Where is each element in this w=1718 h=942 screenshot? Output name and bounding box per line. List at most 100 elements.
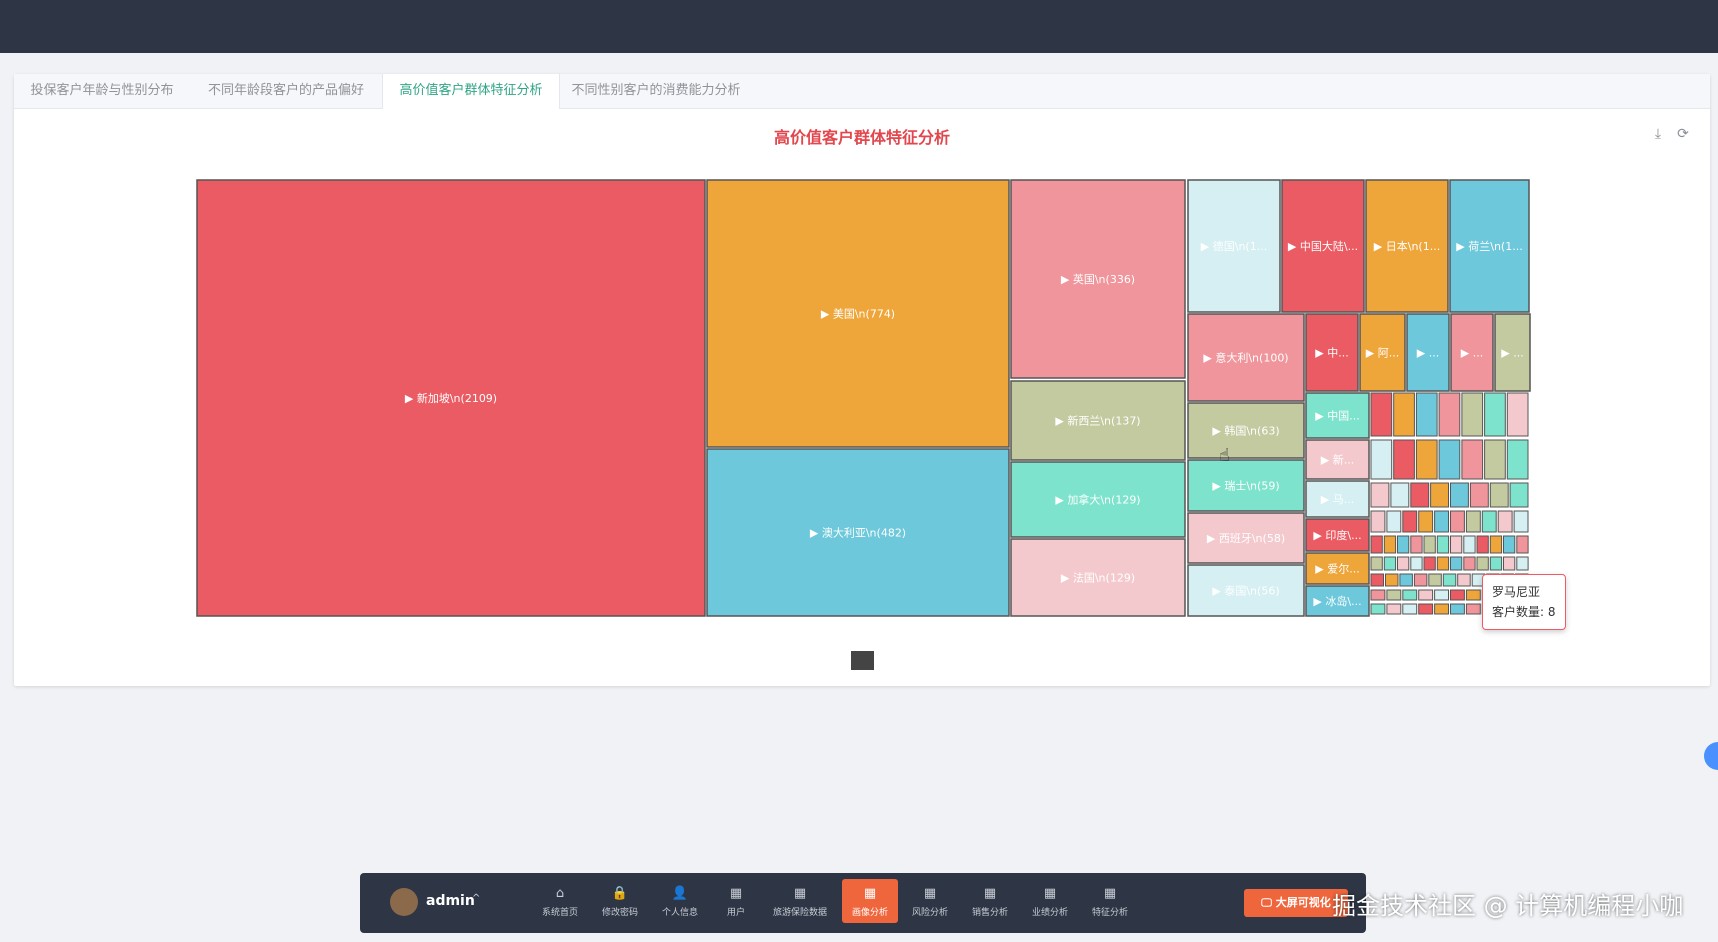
- treemap-small-tile[interactable]: [1430, 482, 1449, 508]
- treemap-small-tile[interactable]: [1436, 556, 1450, 571]
- treemap-small-tile[interactable]: [1386, 510, 1402, 533]
- treemap-small-tile[interactable]: [1434, 603, 1449, 615]
- treemap-tile-rect[interactable]: [1010, 179, 1186, 379]
- treemap-small-tile[interactable]: [1516, 556, 1529, 571]
- treemap-tile-rect[interactable]: [1305, 480, 1370, 518]
- dock-item-9[interactable]: ▦ 特征分析: [1082, 879, 1138, 923]
- big-screen-button[interactable]: 🖵 大屏可视化: [1244, 889, 1348, 917]
- treemap-tile-rect[interactable]: [1406, 313, 1450, 392]
- treemap-small-tile[interactable]: [1513, 510, 1529, 533]
- treemap-small-tile[interactable]: [1469, 482, 1489, 508]
- treemap-tile-rect[interactable]: [1450, 313, 1494, 392]
- treemap-small-tile[interactable]: [1415, 392, 1438, 437]
- treemap-small-tile[interactable]: [1393, 439, 1415, 480]
- treemap-tile-rect[interactable]: [706, 179, 1010, 448]
- treemap-tile[interactable]: ▶ 中国大陆\...: [1281, 179, 1365, 313]
- treemap-small-tile[interactable]: [1402, 510, 1418, 533]
- treemap-small-tile[interactable]: [1450, 482, 1469, 508]
- treemap-tile-rect[interactable]: [1494, 313, 1531, 392]
- treemap-tile-rect[interactable]: [1187, 179, 1281, 313]
- dock-item-8[interactable]: ▦ 业绩分析: [1022, 879, 1078, 923]
- treemap-small-tile[interactable]: [1418, 603, 1434, 615]
- dock-item-1[interactable]: 🔒 修改密码: [592, 879, 648, 923]
- treemap-tile[interactable]: ▶ ...: [1494, 313, 1531, 392]
- tab-product-preference[interactable]: 不同年龄段客户的产品偏好: [207, 83, 364, 98]
- treemap-small-tile[interactable]: [1436, 535, 1450, 554]
- treemap-small-tile[interactable]: [1402, 589, 1418, 601]
- treemap-small-tile[interactable]: [1465, 603, 1481, 615]
- treemap-small-tile[interactable]: [1476, 535, 1489, 554]
- treemap-small-tile[interactable]: [1434, 510, 1449, 533]
- treemap-small-tile[interactable]: [1370, 510, 1386, 533]
- refresh-icon[interactable]: ⟳: [1677, 126, 1689, 142]
- treemap-small-tile[interactable]: [1370, 535, 1383, 554]
- treemap-small-tile[interactable]: [1438, 439, 1461, 480]
- treemap-small-tile[interactable]: [1476, 556, 1489, 571]
- treemap-tile[interactable]: ▶ 阿...: [1359, 313, 1406, 392]
- treemap-small-tile[interactable]: [1461, 439, 1484, 480]
- treemap-tile-rect[interactable]: [1187, 564, 1305, 617]
- treemap-small-tile[interactable]: [1484, 439, 1506, 480]
- treemap-small-tile[interactable]: [1457, 573, 1471, 587]
- treemap-small-tile[interactable]: [1397, 535, 1410, 554]
- treemap-tile[interactable]: ▶ ...: [1450, 313, 1494, 392]
- treemap-small-tile[interactable]: [1370, 573, 1384, 587]
- treemap-tile[interactable]: ▶ 瑞士\n(59): [1187, 459, 1305, 512]
- treemap-tile-rect[interactable]: [1187, 459, 1305, 512]
- treemap-small-tile[interactable]: [1410, 535, 1423, 554]
- treemap-tile-rect[interactable]: [1010, 461, 1186, 538]
- treemap-tile-rect[interactable]: [1187, 402, 1305, 459]
- treemap-small-tile[interactable]: [1489, 535, 1503, 554]
- treemap-tile-rect[interactable]: [1305, 392, 1370, 439]
- tab-age-gender[interactable]: 投保客户年龄与性别分布: [30, 83, 174, 98]
- treemap-small-tile[interactable]: [1428, 573, 1442, 587]
- treemap-small-tile[interactable]: [1450, 603, 1465, 615]
- treemap-small-tile[interactable]: [1489, 556, 1503, 571]
- treemap-tile[interactable]: ▶ 泰国\n(56): [1187, 564, 1305, 617]
- treemap-tile[interactable]: ▶ 英国\n(336): [1010, 179, 1186, 379]
- treemap-small-tile[interactable]: [1489, 482, 1509, 508]
- treemap-small-tile[interactable]: [1450, 510, 1465, 533]
- treemap-small-tile[interactable]: [1385, 573, 1399, 587]
- treemap-small-tile[interactable]: [1497, 510, 1513, 533]
- treemap-tile-rect[interactable]: [1449, 179, 1530, 313]
- treemap-tile[interactable]: ▶ 法国\n(129): [1010, 538, 1186, 617]
- treemap-tile-rect[interactable]: [1187, 512, 1305, 564]
- treemap-small-tile[interactable]: [1423, 535, 1436, 554]
- treemap-tile-rect[interactable]: [1281, 179, 1365, 313]
- treemap-small-tile[interactable]: [1402, 603, 1418, 615]
- treemap-small-tile[interactable]: [1465, 510, 1481, 533]
- treemap-tile[interactable]: ▶ 新加坡\n(2109): [196, 179, 706, 617]
- treemap-tile-rect[interactable]: [1365, 179, 1449, 313]
- treemap-tile-rect[interactable]: [1305, 552, 1370, 585]
- treemap-tile-rect[interactable]: [1305, 439, 1370, 480]
- treemap-small-tile[interactable]: [1481, 510, 1497, 533]
- dock-item-5[interactable]: ▦ 画像分析: [842, 879, 898, 923]
- avatar[interactable]: [390, 888, 418, 916]
- treemap-tile[interactable]: ▶ 荷兰\n(1...: [1449, 179, 1530, 313]
- treemap-tile-rect[interactable]: [1010, 380, 1186, 461]
- treemap-small-tile[interactable]: [1397, 556, 1410, 571]
- treemap-tile[interactable]: ▶ 新西兰\n(137): [1010, 380, 1186, 461]
- treemap-small-tile[interactable]: [1390, 482, 1410, 508]
- treemap-tile[interactable]: ▶ 新...: [1305, 439, 1370, 480]
- download-icon[interactable]: ⤓: [1654, 126, 1662, 142]
- treemap-small-tile[interactable]: [1370, 482, 1390, 508]
- treemap-small-tile[interactable]: [1370, 439, 1393, 480]
- treemap-small-tile[interactable]: [1418, 589, 1434, 601]
- treemap-tile[interactable]: ▶ 日本\n(1...: [1365, 179, 1449, 313]
- treemap-small-tile[interactable]: [1370, 392, 1393, 437]
- dock-item-3[interactable]: ▦ 用户: [708, 879, 764, 923]
- treemap-small-tile[interactable]: [1516, 535, 1529, 554]
- treemap-small-tile[interactable]: [1503, 556, 1516, 571]
- dock-item-4[interactable]: ▦ 旅游保险数据: [772, 879, 828, 923]
- treemap-tile[interactable]: ▶ 中...: [1305, 313, 1359, 392]
- treemap-small-tile[interactable]: [1442, 573, 1457, 587]
- treemap-tile-rect[interactable]: [706, 448, 1010, 617]
- treemap-small-tile[interactable]: [1370, 556, 1383, 571]
- treemap-tile[interactable]: ▶ 冰岛\...: [1305, 585, 1370, 617]
- treemap-small-tile[interactable]: [1465, 589, 1481, 601]
- treemap-small-tile[interactable]: [1370, 589, 1386, 601]
- treemap-small-tile[interactable]: [1450, 556, 1463, 571]
- treemap-tile-rect[interactable]: [1359, 313, 1406, 392]
